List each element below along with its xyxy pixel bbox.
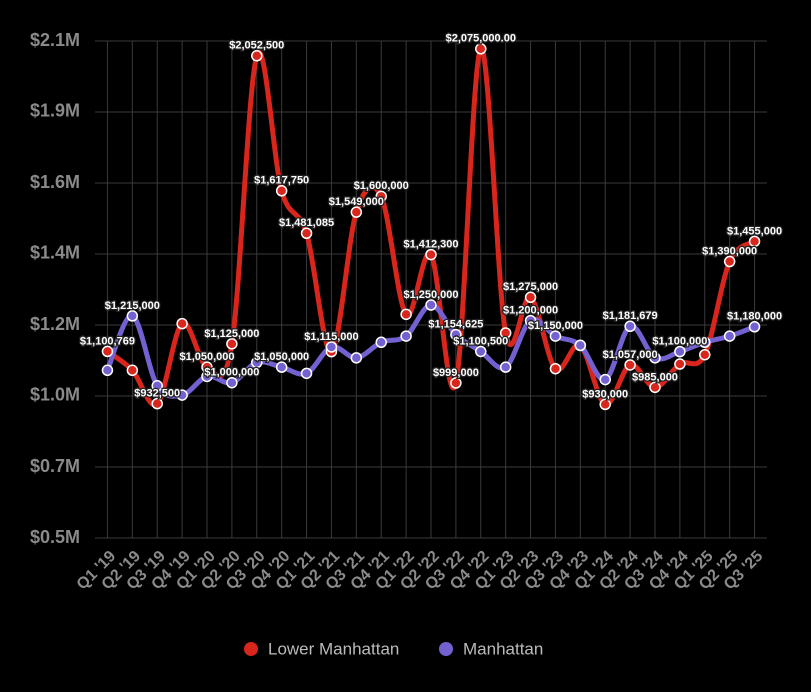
data-point [300, 367, 313, 380]
data-point [251, 50, 263, 62]
data-label: $1,181,679 [603, 310, 658, 322]
data-point [275, 361, 288, 373]
data-point [649, 352, 661, 364]
legend-label: Lower Manhattan [268, 639, 399, 658]
data-point [275, 185, 288, 197]
data-label: $1,115,000 [304, 331, 358, 343]
y-tick-label: $1.4M [30, 243, 80, 263]
data-point [126, 364, 139, 377]
data-point [151, 380, 163, 392]
data-point [748, 235, 761, 248]
data-label: $2,052,500 [229, 40, 284, 52]
y-tick-label: $1.2M [30, 314, 80, 334]
data-point [723, 255, 736, 268]
data-point [748, 321, 761, 333]
data-label: $1,200,000 [503, 304, 558, 316]
data-point [450, 328, 462, 341]
data-point [699, 348, 711, 361]
data-label: $932,500 [134, 388, 180, 400]
data-label: $1,617,750 [254, 175, 309, 187]
data-point [375, 190, 387, 203]
data-point [549, 330, 562, 342]
y-tick-label: $0.7M [30, 456, 80, 476]
data-point [101, 364, 114, 377]
data-label: $1,100,500 [453, 335, 508, 347]
data-label: $1,125,000 [204, 328, 259, 340]
data-point [251, 356, 263, 369]
data-point [425, 248, 437, 261]
data-point [350, 352, 363, 364]
data-point [475, 43, 487, 55]
data-label: $1,275,000 [503, 281, 558, 293]
data-label: $1,100,769 [80, 335, 135, 347]
y-tick-label: $1.9M [30, 101, 80, 121]
y-tick-label: $1.0M [30, 385, 80, 405]
data-point [549, 362, 562, 375]
data-label: $1,600,000 [354, 180, 409, 192]
data-label: $930,000 [582, 388, 628, 400]
data-label: $1,549,000 [329, 196, 384, 208]
data-point [450, 377, 462, 389]
y-tick-label: $1.6M [30, 172, 80, 192]
data-point [599, 373, 611, 386]
data-label: $1,481,085 [279, 217, 334, 229]
legend-label: Manhattan [463, 639, 543, 658]
y-tick-label: $2.1M [30, 30, 80, 50]
data-point [599, 398, 611, 411]
data-point [226, 376, 238, 389]
data-point [475, 345, 487, 358]
data-label: $1,250,000 [403, 289, 458, 301]
data-point [400, 330, 412, 342]
data-point [350, 206, 363, 218]
data-point [649, 381, 661, 394]
y-tick-label: $0.5M [30, 527, 80, 547]
data-label: $2,075,000.00 [446, 33, 516, 45]
data-point [201, 370, 213, 383]
data-point [624, 359, 636, 371]
data-label: $999,000 [433, 367, 479, 379]
data-label: $1,057,000 [603, 349, 658, 361]
data-point [674, 345, 686, 358]
data-label: $1,100,000 [652, 336, 707, 348]
data-point [624, 320, 636, 333]
data-point [176, 317, 188, 330]
data-point [723, 330, 736, 342]
data-label: $1,215,000 [105, 300, 160, 312]
data-point [425, 299, 437, 311]
data-point [574, 339, 587, 352]
data-label: $1,180,000 [727, 311, 782, 323]
data-point [126, 310, 139, 322]
data-label: $1,050,000 [254, 351, 309, 363]
data-point [101, 345, 114, 358]
data-label: $1,455,000 [727, 225, 782, 237]
data-label: $1,050,000 [179, 351, 234, 363]
data-label: $1,154,625 [428, 319, 483, 331]
data-label: $1,390,000 [702, 245, 757, 257]
data-point [699, 336, 711, 349]
legend-marker [439, 642, 453, 656]
data-label: $1,150,000 [528, 320, 583, 332]
data-point [524, 314, 537, 327]
data-point [325, 341, 338, 353]
data-point [375, 336, 387, 349]
data-point [499, 361, 512, 373]
data-point [226, 338, 238, 350]
legend-marker [244, 642, 258, 656]
data-label: $1,412,300 [403, 239, 458, 251]
data-point [400, 308, 412, 321]
data-point [151, 397, 163, 410]
data-point [300, 227, 313, 240]
data-label: $1,000,000 [204, 367, 259, 379]
data-point [524, 291, 537, 304]
data-point [499, 327, 512, 339]
data-point [176, 389, 188, 401]
data-label: $985,000 [632, 371, 678, 383]
data-point [674, 358, 686, 370]
